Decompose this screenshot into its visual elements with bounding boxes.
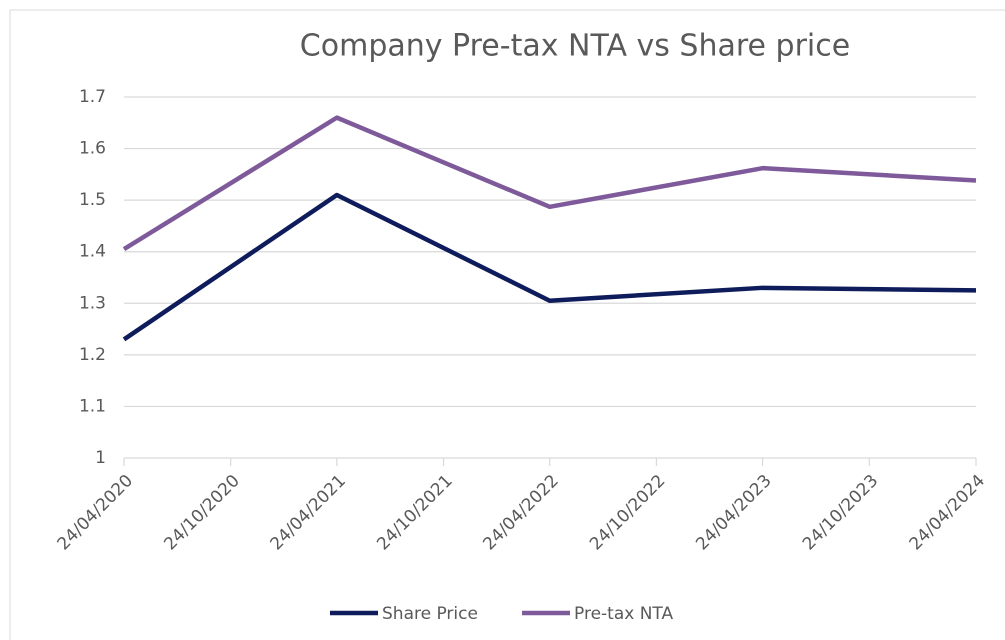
y-tick-label: 1.2: [79, 345, 106, 365]
y-tick-label: 1.4: [79, 242, 106, 262]
legend-label: Pre-tax NTA: [574, 604, 673, 624]
series-line: [122, 115, 977, 252]
y-tick-label: 1.6: [79, 139, 106, 159]
y-tick-label: 1.5: [79, 190, 106, 210]
y-tick-label: 1: [95, 448, 106, 468]
chart-title: Company Pre-tax NTA vs Share price: [300, 29, 850, 64]
series-line: [122, 192, 977, 342]
y-tick-label: 1.7: [79, 87, 106, 107]
y-tick-label: 1.1: [79, 396, 106, 416]
chart-border: [9, 9, 1005, 640]
y-tick-label: 1.3: [79, 293, 106, 313]
legend-label: Share Price: [382, 604, 478, 624]
